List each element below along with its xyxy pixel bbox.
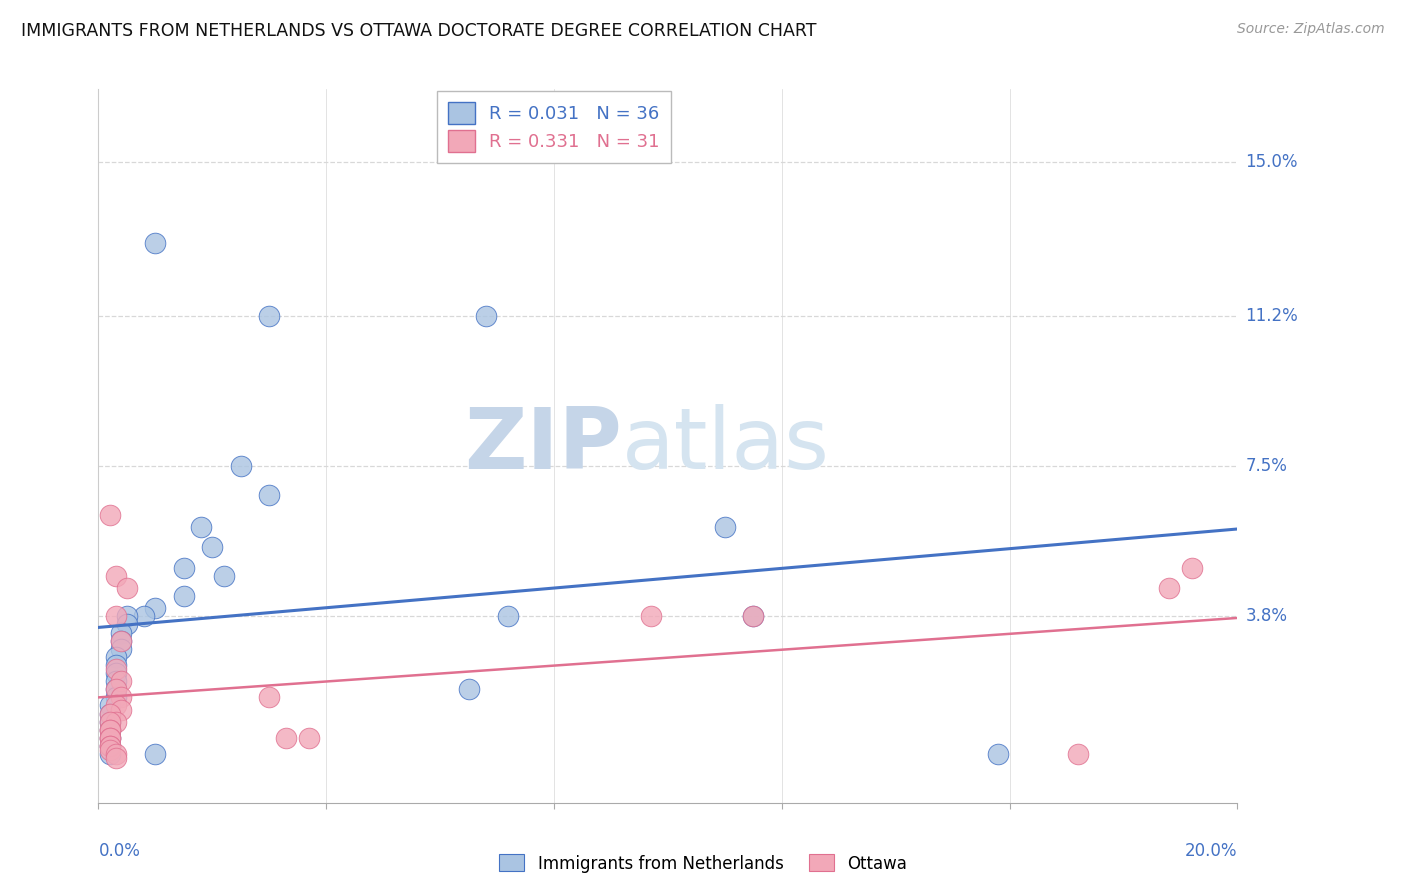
Text: 15.0%: 15.0% <box>1246 153 1298 171</box>
Point <box>98 706 121 721</box>
Point <box>259 310 281 324</box>
Point <box>115 617 138 632</box>
Point <box>98 747 121 761</box>
Point <box>98 508 121 522</box>
Point <box>110 690 132 705</box>
Point <box>145 747 167 761</box>
Point <box>110 702 132 716</box>
Point <box>98 723 121 737</box>
Point <box>98 731 121 745</box>
Point <box>104 666 127 681</box>
Text: 0.0%: 0.0% <box>98 842 141 860</box>
Point <box>259 488 281 502</box>
Point <box>742 609 765 624</box>
Point <box>110 633 132 648</box>
Point <box>104 690 127 705</box>
Point <box>110 641 132 656</box>
Point <box>276 731 298 745</box>
Point <box>173 560 195 574</box>
Point <box>110 674 132 689</box>
Point <box>104 714 127 729</box>
Point <box>104 674 127 689</box>
Point <box>104 747 127 761</box>
Point <box>98 731 121 745</box>
Point <box>98 743 121 757</box>
Text: Source: ZipAtlas.com: Source: ZipAtlas.com <box>1237 22 1385 37</box>
Point <box>498 609 520 624</box>
Point <box>115 609 138 624</box>
Point <box>104 682 127 697</box>
Point <box>98 723 121 737</box>
Point <box>115 581 138 595</box>
Point <box>98 739 121 753</box>
Legend: R = 0.031   N = 36, R = 0.331   N = 31: R = 0.031 N = 36, R = 0.331 N = 31 <box>437 91 671 163</box>
Point <box>104 609 127 624</box>
Legend: Immigrants from Netherlands, Ottawa: Immigrants from Netherlands, Ottawa <box>492 847 914 880</box>
Point <box>104 751 127 765</box>
Text: 3.8%: 3.8% <box>1246 607 1288 625</box>
Point <box>1181 560 1204 574</box>
Point <box>104 568 127 582</box>
Point <box>190 520 212 534</box>
Point <box>104 657 127 672</box>
Point <box>98 706 121 721</box>
Point <box>110 633 132 648</box>
Point <box>640 609 662 624</box>
Point <box>298 731 321 745</box>
Point <box>132 609 155 624</box>
Point <box>104 698 127 713</box>
Text: 11.2%: 11.2% <box>1246 307 1298 326</box>
Point <box>474 310 496 324</box>
Point <box>173 589 195 603</box>
Point <box>145 601 167 615</box>
Text: 7.5%: 7.5% <box>1246 458 1288 475</box>
Point <box>98 714 121 729</box>
Point <box>714 520 737 534</box>
Point <box>98 723 121 737</box>
Text: 20.0%: 20.0% <box>1185 842 1237 860</box>
Text: atlas: atlas <box>623 404 831 488</box>
Point <box>104 649 127 664</box>
Point <box>104 682 127 697</box>
Point <box>742 609 765 624</box>
Point <box>98 731 121 745</box>
Point <box>1067 747 1090 761</box>
Point <box>987 747 1010 761</box>
Point <box>457 682 479 697</box>
Point <box>145 236 167 251</box>
Point <box>110 625 132 640</box>
Point <box>259 690 281 705</box>
Point <box>201 541 224 555</box>
Point <box>98 739 121 753</box>
Point <box>98 698 121 713</box>
Point <box>104 662 127 676</box>
Point <box>212 568 235 582</box>
Point <box>1157 581 1180 595</box>
Point <box>98 739 121 753</box>
Text: ZIP: ZIP <box>464 404 623 488</box>
Point <box>98 714 121 729</box>
Text: IMMIGRANTS FROM NETHERLANDS VS OTTAWA DOCTORATE DEGREE CORRELATION CHART: IMMIGRANTS FROM NETHERLANDS VS OTTAWA DO… <box>21 22 817 40</box>
Point <box>229 459 252 474</box>
